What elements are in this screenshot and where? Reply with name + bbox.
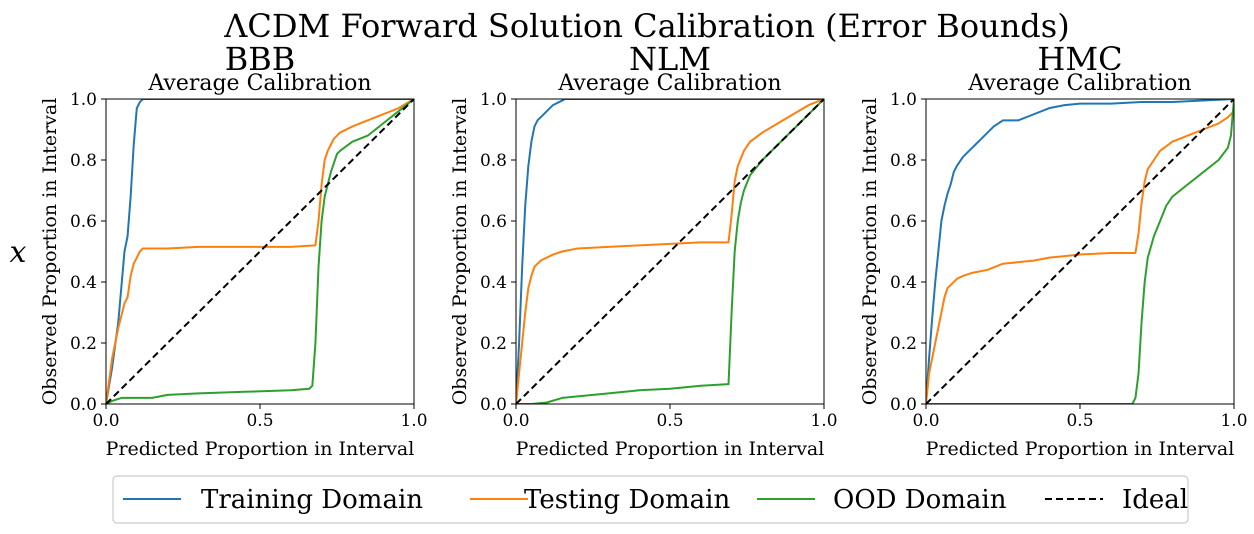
x-tick-label: 0.0 — [502, 411, 529, 431]
legend-label-training-domain: Training Domain — [201, 485, 423, 515]
x-tick-label: 1.0 — [810, 411, 837, 431]
y-tick-label: 1.0 — [70, 90, 97, 110]
x-tick-label: 0.0 — [912, 411, 939, 431]
y-tick-label: 1.0 — [890, 90, 917, 110]
y-tick-label: 0.4 — [890, 273, 917, 293]
y-tick-label: 0.4 — [70, 273, 97, 293]
y-tick-label: 0.8 — [70, 151, 97, 171]
figure-title: ΛCDM Forward Solution Calibration (Error… — [223, 7, 1069, 45]
y-axis-label: Observed Proportion in Interval — [449, 98, 471, 406]
series-line-ood-domain — [926, 99, 1234, 404]
y-tick-label: 0.6 — [70, 212, 97, 232]
series-line-ideal — [106, 99, 414, 404]
y-tick-label: 0.2 — [70, 334, 97, 354]
y-tick-label: 0.0 — [480, 395, 507, 415]
series-layer — [926, 99, 1234, 404]
series-line-ideal — [516, 99, 824, 404]
y-tick-label: 0.8 — [480, 151, 507, 171]
series-line-ood-domain — [516, 99, 824, 404]
y-tick-label: 1.0 — [480, 90, 507, 110]
y-tick-label: 0.2 — [480, 334, 507, 354]
series-line-testing-domain — [926, 110, 1234, 404]
y-axis-label: Observed Proportion in Interval — [39, 98, 61, 406]
legend: Training Domain Testing Domain OOD Domain I… — [112, 475, 1189, 524]
y-tick-label: 0.0 — [70, 395, 97, 415]
panel-subtitle: Average Calibration — [147, 71, 371, 96]
x-tick-label: 1.0 — [400, 411, 427, 431]
panel-subtitle: Average Calibration — [557, 71, 781, 96]
panel-model-name: HMC — [1037, 40, 1122, 78]
legend-label-testing-domain: Testing Domain — [524, 485, 730, 515]
panel-subtitle: Average Calibration — [967, 71, 1191, 96]
x-axis-label: Predicted Proportion in Interval — [516, 438, 825, 460]
row-label: x — [10, 235, 27, 270]
y-axis-label: Observed Proportion in Interval — [859, 98, 881, 406]
series-line-training-domain — [926, 99, 1234, 404]
series-line-training-domain — [516, 99, 824, 404]
y-tick-label: 0.4 — [480, 273, 507, 293]
series-line-ideal — [926, 99, 1234, 404]
panel-model-name: BBB — [225, 40, 296, 78]
y-tick-label: 0.6 — [890, 212, 917, 232]
y-tick-label: 0.0 — [890, 395, 917, 415]
series-layer — [106, 99, 414, 404]
series-line-testing-domain — [106, 99, 414, 404]
x-tick-label: 0.0 — [92, 411, 119, 431]
legend-label-ood-domain: OOD Domain — [833, 485, 1007, 515]
x-tick-label: 0.5 — [656, 411, 683, 431]
legend-label-ideal: Ideal — [1122, 485, 1188, 515]
x-tick-label: 0.5 — [246, 411, 273, 431]
x-tick-label: 0.5 — [1066, 411, 1093, 431]
y-tick-label: 0.6 — [480, 212, 507, 232]
series-layer — [516, 99, 824, 404]
y-tick-label: 0.8 — [890, 151, 917, 171]
series-line-ood-domain — [106, 99, 414, 404]
legend-frame — [112, 475, 1189, 524]
x-axis-label: Predicted Proportion in Interval — [106, 438, 415, 460]
x-tick-label: 1.0 — [1220, 411, 1247, 431]
y-tick-label: 0.2 — [890, 334, 917, 354]
x-axis-label: Predicted Proportion in Interval — [926, 438, 1235, 460]
series-line-testing-domain — [516, 99, 824, 404]
panel-model-name: NLM — [629, 40, 711, 78]
